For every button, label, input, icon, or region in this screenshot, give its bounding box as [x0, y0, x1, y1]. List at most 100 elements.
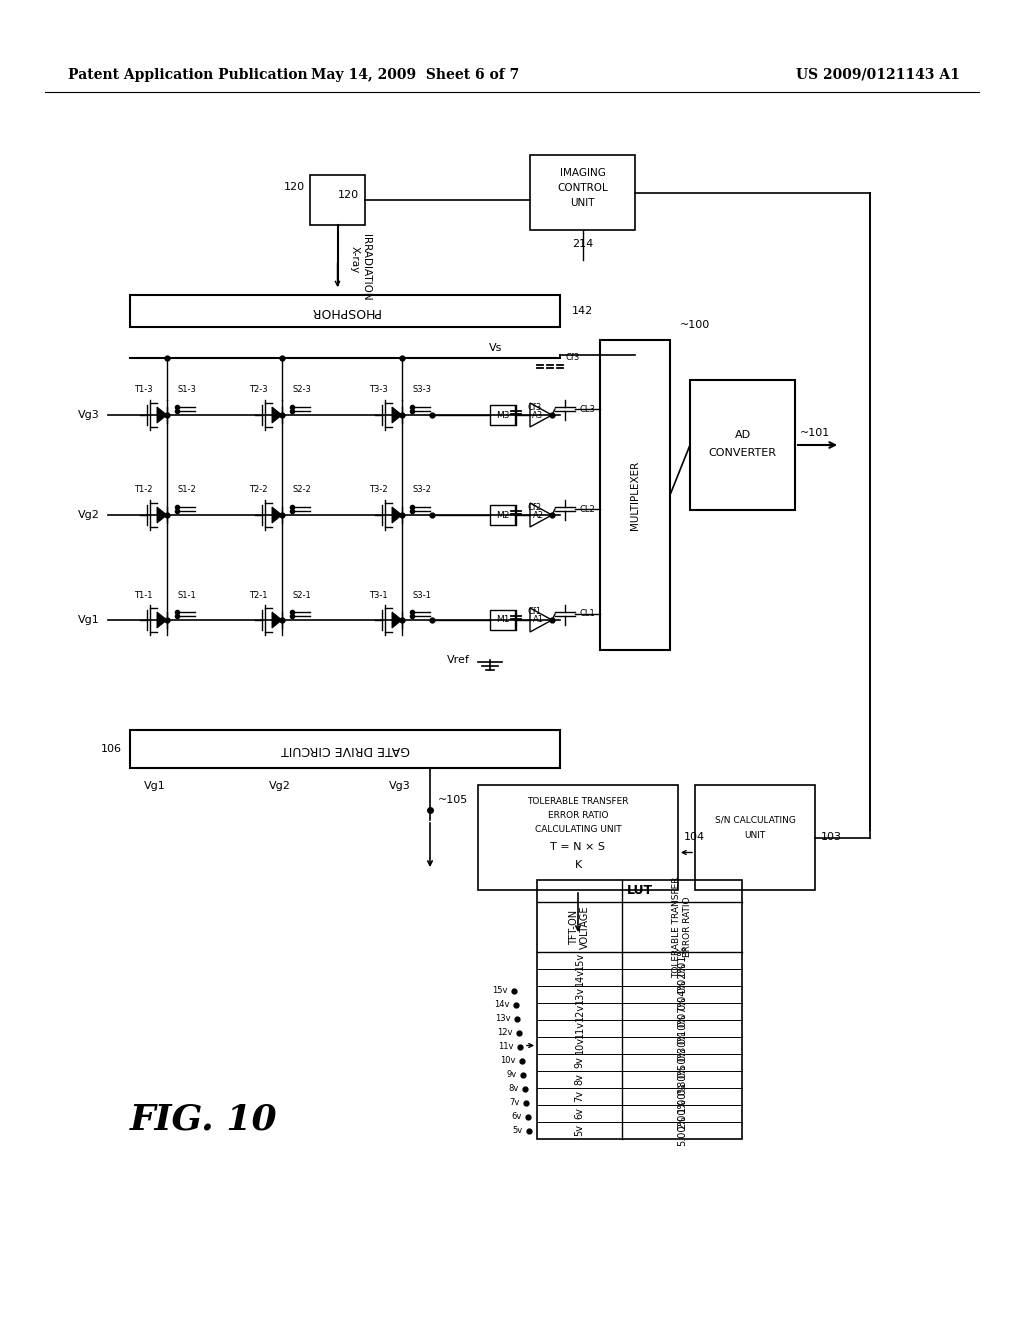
- Text: 0.04%: 0.04%: [677, 979, 687, 1010]
- Text: PHOSPHOR: PHOSPHOR: [310, 305, 380, 318]
- Text: T1-3: T1-3: [134, 385, 153, 395]
- Text: 0.30%: 0.30%: [677, 1030, 687, 1061]
- Text: T2-1: T2-1: [249, 590, 267, 599]
- Text: Vref: Vref: [447, 655, 470, 665]
- Text: IRRADIATION: IRRADIATION: [361, 234, 372, 301]
- Text: 104: 104: [684, 833, 706, 842]
- Text: 10v: 10v: [574, 1036, 585, 1055]
- Text: Cf2: Cf2: [528, 503, 542, 511]
- Text: ~105: ~105: [438, 795, 468, 805]
- Text: T2-2: T2-2: [249, 486, 267, 495]
- Text: 12v: 12v: [497, 1028, 512, 1038]
- Text: ERROR RATIO: ERROR RATIO: [548, 810, 608, 820]
- Text: 10v: 10v: [500, 1056, 515, 1065]
- Text: S3-2: S3-2: [413, 486, 431, 495]
- Polygon shape: [392, 407, 402, 422]
- Text: 0.02%: 0.02%: [677, 962, 687, 993]
- Text: T1-1: T1-1: [134, 590, 153, 599]
- Text: 9v: 9v: [574, 1056, 585, 1068]
- Text: CONTROL: CONTROL: [557, 183, 608, 193]
- Text: S1-3: S1-3: [177, 385, 197, 395]
- Polygon shape: [272, 507, 282, 523]
- Text: 8v: 8v: [508, 1084, 518, 1093]
- Text: TOLERABLE TRANSFER: TOLERABLE TRANSFER: [527, 796, 629, 805]
- Text: Vg2: Vg2: [269, 781, 291, 791]
- Text: S3-3: S3-3: [413, 385, 431, 395]
- Text: T2-3: T2-3: [249, 385, 267, 395]
- Text: Vg1: Vg1: [144, 781, 166, 791]
- Text: S3-1: S3-1: [413, 590, 431, 599]
- Text: S2-3: S2-3: [293, 385, 311, 395]
- Text: UNIT: UNIT: [744, 830, 766, 840]
- Bar: [537, 880, 742, 1139]
- Polygon shape: [157, 407, 167, 422]
- Text: M3: M3: [496, 411, 509, 420]
- Text: 0.50%: 0.50%: [677, 1047, 687, 1078]
- Text: 13v: 13v: [574, 986, 585, 1003]
- Polygon shape: [157, 507, 167, 523]
- Text: 15v: 15v: [574, 952, 585, 970]
- Text: 5v: 5v: [513, 1126, 523, 1135]
- Text: CL1: CL1: [580, 610, 596, 619]
- Polygon shape: [157, 612, 167, 628]
- Text: T3-1: T3-1: [369, 590, 387, 599]
- Text: 1.00%: 1.00%: [677, 1081, 687, 1111]
- Text: AD: AD: [734, 430, 751, 440]
- Text: Cf3: Cf3: [528, 403, 543, 412]
- Text: MULTIPLEXER: MULTIPLEXER: [630, 461, 640, 529]
- Text: 0.10%: 0.10%: [677, 1014, 687, 1044]
- Text: GATE DRIVE CIRCUIT: GATE DRIVE CIRCUIT: [281, 742, 410, 755]
- Bar: [310, 176, 365, 224]
- Text: TFT-ON
VOLTAGE: TFT-ON VOLTAGE: [568, 906, 590, 949]
- Bar: [490, 506, 515, 525]
- Text: T = N × S: T = N × S: [551, 842, 605, 851]
- Text: 15v: 15v: [493, 986, 508, 995]
- Text: US 2009/0121143 A1: US 2009/0121143 A1: [796, 69, 961, 82]
- Bar: [695, 785, 815, 890]
- Text: S2-1: S2-1: [293, 590, 311, 599]
- Text: 11v: 11v: [574, 1019, 585, 1038]
- Text: S2-2: S2-2: [293, 486, 311, 495]
- Text: S1-1: S1-1: [177, 590, 197, 599]
- Text: A2: A2: [532, 511, 544, 520]
- Bar: [130, 294, 560, 327]
- Polygon shape: [272, 612, 282, 628]
- Bar: [478, 785, 678, 890]
- Text: 0.80%: 0.80%: [677, 1064, 687, 1094]
- Text: Vs: Vs: [489, 343, 503, 352]
- Text: LUT: LUT: [627, 884, 652, 898]
- Bar: [600, 341, 670, 649]
- Text: S1-2: S1-2: [177, 486, 197, 495]
- Text: UNIT: UNIT: [570, 198, 595, 209]
- Text: M2: M2: [496, 511, 509, 520]
- Text: 120: 120: [284, 182, 305, 191]
- Text: 2.00%: 2.00%: [677, 1098, 687, 1129]
- Text: CONVERTER: CONVERTER: [709, 447, 776, 458]
- Text: 120: 120: [338, 190, 358, 201]
- Text: 7v: 7v: [510, 1098, 520, 1107]
- Text: FIG. 10: FIG. 10: [130, 1104, 278, 1137]
- Text: CALCULATING UNIT: CALCULATING UNIT: [535, 825, 622, 833]
- Polygon shape: [272, 407, 282, 422]
- Polygon shape: [392, 612, 402, 628]
- Text: 5.00%: 5.00%: [677, 1115, 687, 1146]
- Text: 103: 103: [821, 833, 842, 842]
- Text: 12v: 12v: [574, 1002, 585, 1020]
- Text: K: K: [574, 861, 582, 870]
- Text: Cf1: Cf1: [528, 607, 542, 616]
- Text: Vg3: Vg3: [389, 781, 411, 791]
- Text: Vg1: Vg1: [78, 615, 100, 624]
- Text: 6v: 6v: [574, 1107, 585, 1119]
- Bar: [490, 610, 515, 630]
- Text: X-ray: X-ray: [349, 247, 359, 273]
- Text: A1: A1: [532, 615, 544, 624]
- Text: ~101: ~101: [800, 428, 830, 438]
- Text: CL3: CL3: [580, 404, 596, 413]
- Text: T3-3: T3-3: [369, 385, 387, 395]
- Text: May 14, 2009  Sheet 6 of 7: May 14, 2009 Sheet 6 of 7: [311, 69, 519, 82]
- Text: 11v: 11v: [499, 1041, 514, 1051]
- Text: 7v: 7v: [574, 1090, 585, 1102]
- Text: 214: 214: [571, 239, 593, 249]
- Text: 8v: 8v: [574, 1073, 585, 1085]
- Text: Vg2: Vg2: [78, 510, 100, 520]
